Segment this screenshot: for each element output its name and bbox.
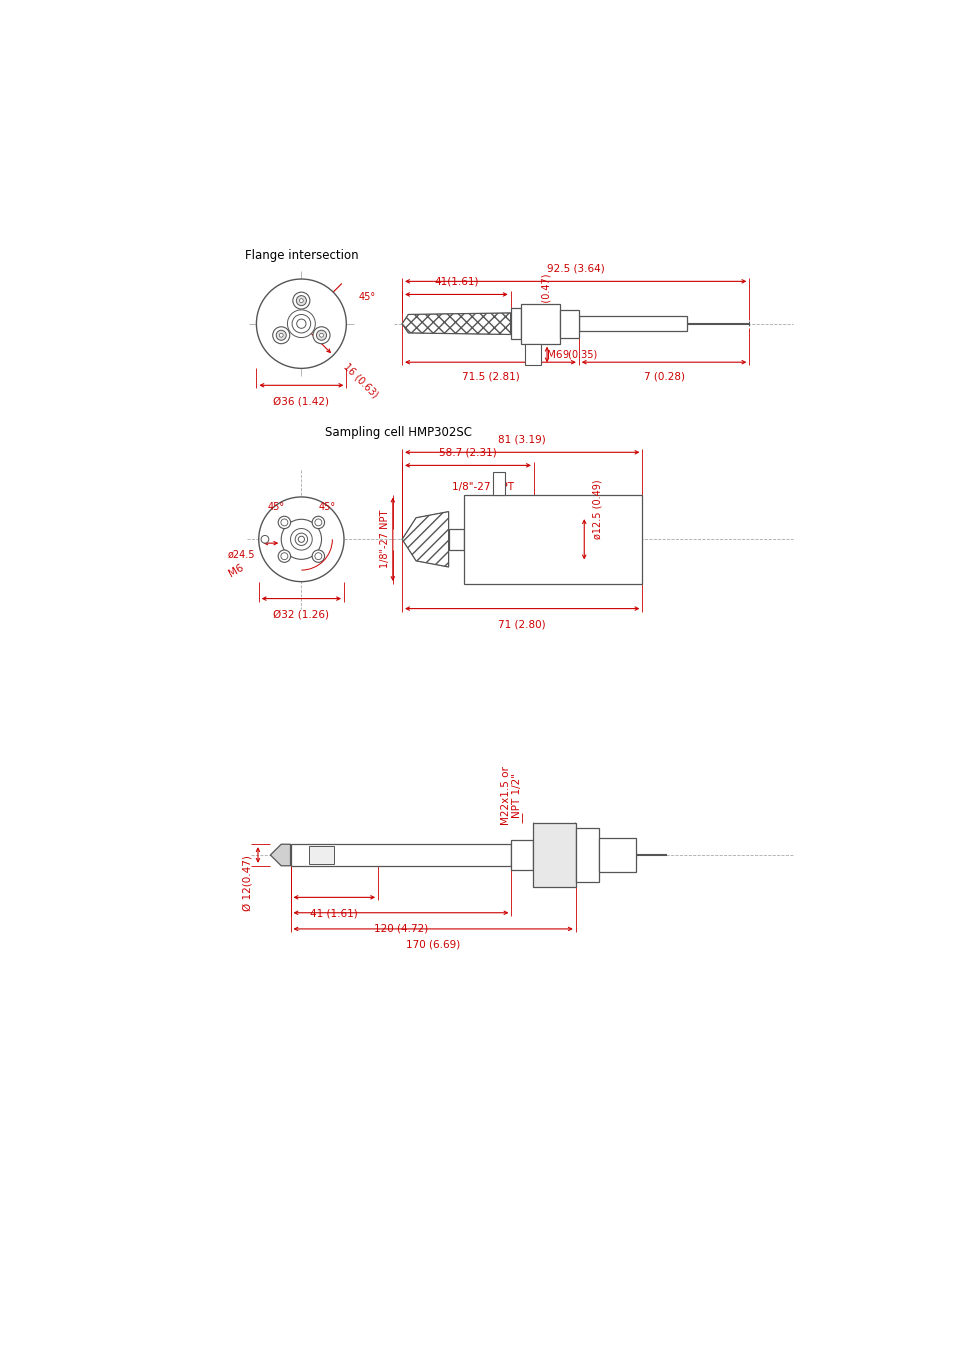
Text: M6: M6 — [227, 562, 246, 578]
Text: Flange intersection: Flange intersection — [244, 250, 357, 262]
Ellipse shape — [299, 298, 303, 302]
Bar — [578, 316, 686, 331]
Ellipse shape — [276, 331, 286, 340]
Ellipse shape — [294, 533, 307, 545]
Text: 170 (6.69): 170 (6.69) — [406, 940, 459, 949]
Ellipse shape — [261, 536, 269, 543]
Bar — [448, 528, 464, 549]
Text: 45°: 45° — [318, 502, 335, 513]
Text: Sampling cell HMP302SC: Sampling cell HMP302SC — [324, 427, 471, 439]
Text: ø12 (0.47): ø12 (0.47) — [540, 273, 551, 324]
Ellipse shape — [316, 331, 326, 340]
Ellipse shape — [293, 292, 310, 309]
Text: 1/8"-27 NPT: 1/8"-27 NPT — [379, 510, 390, 568]
Text: 71 (2.80): 71 (2.80) — [497, 620, 545, 629]
Ellipse shape — [314, 518, 321, 526]
Text: 45°: 45° — [267, 502, 284, 513]
Ellipse shape — [296, 319, 306, 328]
Text: ø24.5: ø24.5 — [227, 549, 254, 560]
Bar — [309, 845, 334, 864]
Polygon shape — [402, 313, 510, 335]
Polygon shape — [402, 512, 448, 567]
Polygon shape — [270, 844, 291, 865]
Bar — [598, 838, 636, 872]
Text: 41 (1.61): 41 (1.61) — [310, 909, 357, 918]
Text: 16 (0.63): 16 (0.63) — [341, 362, 379, 400]
Ellipse shape — [280, 552, 288, 560]
Text: 7 (0.28): 7 (0.28) — [643, 371, 684, 382]
Bar — [510, 308, 521, 339]
Ellipse shape — [273, 327, 290, 344]
Ellipse shape — [280, 518, 288, 526]
Text: Ø 12(0.47): Ø 12(0.47) — [242, 855, 252, 911]
Ellipse shape — [298, 536, 304, 543]
Text: M6: M6 — [546, 350, 562, 359]
Text: 45°: 45° — [358, 292, 375, 302]
Bar — [493, 471, 505, 494]
Ellipse shape — [279, 333, 283, 338]
Text: ø12.5 (0.49): ø12.5 (0.49) — [592, 479, 601, 539]
Ellipse shape — [278, 549, 291, 563]
Bar — [511, 840, 533, 871]
Text: 71.5 (2.81): 71.5 (2.81) — [461, 371, 518, 382]
Text: Ø36 (1.42): Ø36 (1.42) — [274, 396, 329, 406]
Text: 1/8"-27 NPT: 1/8"-27 NPT — [452, 482, 514, 493]
Ellipse shape — [312, 516, 324, 529]
Ellipse shape — [319, 333, 323, 338]
Ellipse shape — [287, 310, 315, 338]
Text: 120 (4.72): 120 (4.72) — [374, 923, 428, 934]
Ellipse shape — [291, 528, 312, 549]
Ellipse shape — [278, 516, 291, 529]
Bar — [521, 304, 559, 344]
Bar — [291, 844, 511, 865]
Bar — [525, 344, 540, 366]
Bar — [575, 828, 598, 882]
Text: 81 (3.19): 81 (3.19) — [497, 435, 545, 444]
Ellipse shape — [281, 520, 321, 559]
Text: 41(1.61): 41(1.61) — [434, 277, 478, 286]
Ellipse shape — [258, 497, 344, 582]
Text: 58.7 (2.31): 58.7 (2.31) — [438, 448, 497, 458]
Bar — [464, 494, 641, 585]
Ellipse shape — [312, 549, 324, 563]
Ellipse shape — [313, 327, 330, 344]
Ellipse shape — [256, 279, 346, 369]
Text: 9(0.35): 9(0.35) — [562, 350, 598, 359]
Text: Ø32 (1.26): Ø32 (1.26) — [274, 609, 329, 620]
Bar — [559, 310, 578, 338]
Ellipse shape — [292, 315, 311, 333]
Text: 92.5 (3.64): 92.5 (3.64) — [546, 263, 604, 274]
Ellipse shape — [314, 552, 321, 560]
Text: M22x1.5 or
NPT 1/2": M22x1.5 or NPT 1/2" — [500, 767, 521, 825]
Bar — [533, 822, 575, 887]
Ellipse shape — [296, 296, 306, 305]
